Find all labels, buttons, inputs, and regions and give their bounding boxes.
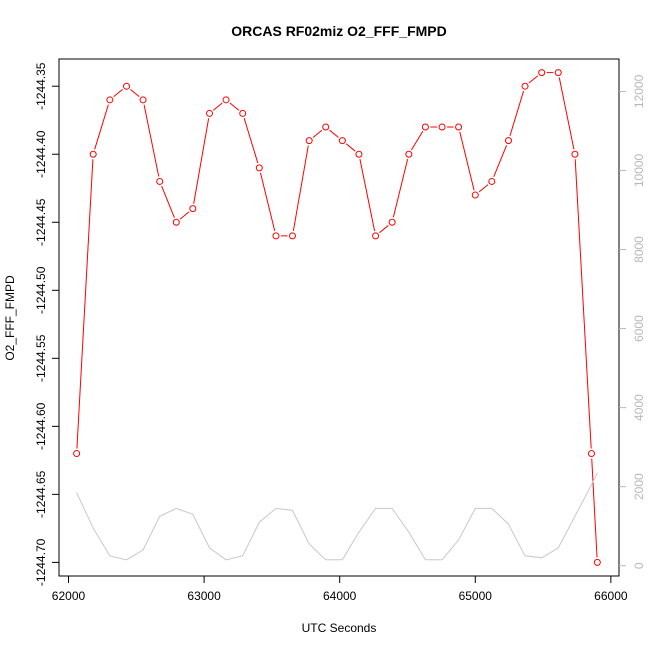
o2-data-point [89,150,97,158]
y2-tick-label: 4000 [632,394,646,421]
o2-data-point [587,450,595,458]
o2-series-segment [329,129,339,138]
o2-series-segment [161,185,175,218]
x-axis-label: UTC Seconds [302,621,377,635]
o2-series-segment [76,159,94,449]
y-tick-label: -1244.60 [34,402,48,450]
o2-data-point [521,82,529,90]
o2-data-point [272,232,280,240]
left-axis: -1244.35 -1244.40 -1244.45 -1244.50 -1244.55… [34,62,59,586]
o2-data-point [123,82,131,90]
o2-data-point [571,150,579,158]
o2-data-point [222,96,230,104]
o2-series-segment [113,88,123,98]
o2-series-segment [179,211,190,220]
o2-data-point [189,205,197,213]
o2-series-segment [528,75,539,84]
o2-data-point [405,150,413,158]
o2-series-segment [193,118,210,204]
o2-data-point [156,177,164,185]
o2-series-segment [411,131,424,151]
x-tick-label: 66000 [594,589,628,603]
o2-data-point [438,123,446,131]
y2-tick-label: 12000 [632,74,646,108]
y2-tick-label: 10000 [632,153,646,187]
o2-data-point [288,232,296,240]
o2-series-segment [558,77,575,150]
chart-title: ORCAS RF02miz O2_FFF_FMPD [231,23,446,39]
o2-data-point [106,96,114,104]
o2-series-segment [574,159,592,449]
o2-data-point [504,137,512,145]
o2-data-point [421,123,429,131]
o2-series-segment [345,143,356,152]
o2-data-point [455,123,463,131]
y-tick-label: -1244.55 [34,334,48,382]
y-tick-label: -1244.50 [34,266,48,314]
o2-series-segment [493,145,508,178]
o2-data-point [239,109,247,117]
y-tick-label: -1244.35 [34,62,48,110]
o2-series-segment [143,104,160,177]
o2-data-point [388,218,396,226]
o2-data-point [206,109,214,117]
y2-tick-label: 2000 [632,473,646,500]
o2-data-point [139,96,147,104]
x-tick-label: 63000 [187,589,221,603]
o2-series-segment [243,118,259,164]
y2-tick-label: 6000 [632,315,646,342]
o2-series-segment [292,145,309,232]
right-axis: 0 2000 4000 6000 8000 10000 12000 [619,74,646,569]
o2-data-point [538,69,546,77]
y2-tick-label: 0 [632,562,646,569]
y-tick-label: -1244.70 [34,538,48,586]
o2-series-segment [130,89,140,98]
y2-tick-label: 8000 [632,236,646,263]
o2-series-segment [359,159,376,232]
o2-data-point [593,558,601,566]
o2-series-segment [379,225,389,234]
o2-data-point [73,450,81,458]
o2-series-segment [229,102,240,111]
y-tick-label: -1244.65 [34,470,48,518]
x-tick-label: 64000 [323,589,357,603]
o2-data-point [554,69,562,77]
o2-series-segment [478,184,489,193]
x-tick-label: 65000 [459,589,493,603]
secondary-series-line [76,472,598,561]
bottom-axis: 62000 63000 64000 65000 66000 [52,576,628,603]
o2-series-segment [509,90,525,136]
o2-series-segment [459,131,475,191]
o2-data-point [322,123,330,131]
y-tick-label: -1244.40 [34,130,48,178]
series-layer [73,69,601,566]
o2-data-point [355,150,363,158]
o2-data-point [372,232,380,240]
o2-series-segment [591,458,598,558]
o2-data-point [255,164,263,172]
o2-series-segment [259,172,276,232]
o2-data-point [471,191,479,199]
o2-series-segment [312,129,323,138]
o2-data-point [338,137,346,145]
y-tick-label: -1244.45 [34,198,48,246]
o2-data-point [488,177,496,185]
o2-series-segment [94,104,109,150]
x-tick-label: 62000 [52,589,86,603]
o2-series-segment [392,158,409,218]
y-axis-label: O2_FFF_FMPD [3,275,17,361]
o2-series-segment [213,102,223,111]
plot-frame [58,58,620,577]
o2-data-point [305,137,313,145]
o2-data-point [172,218,180,226]
